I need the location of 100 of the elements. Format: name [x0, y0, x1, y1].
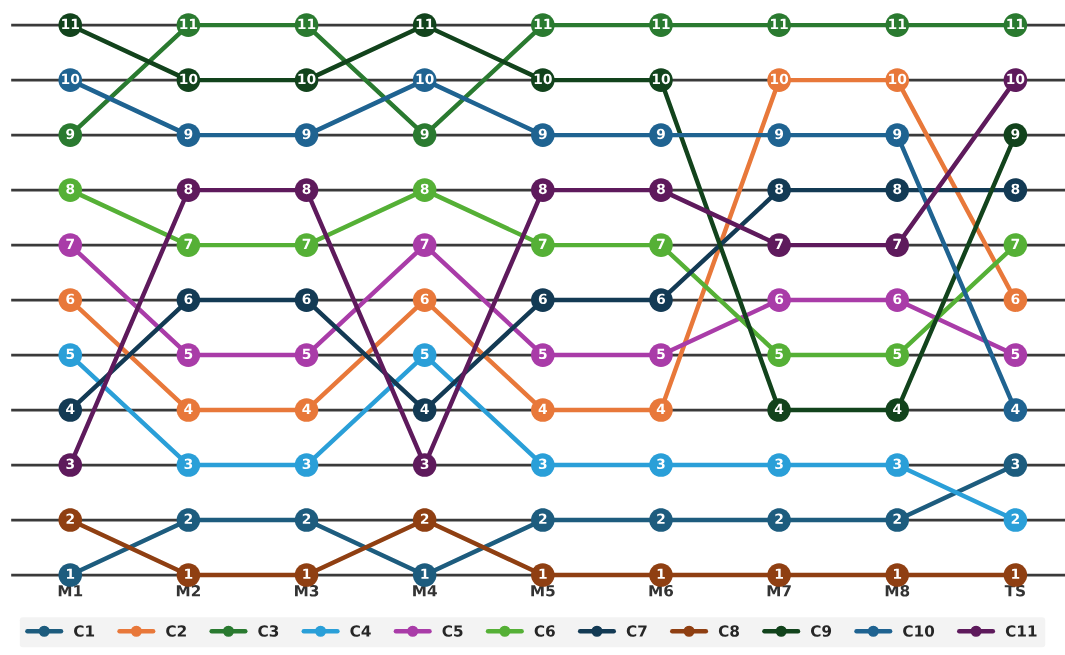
data-label: 5	[184, 348, 193, 360]
data-label: 11	[62, 18, 79, 29]
data-label: 10	[62, 73, 80, 85]
legend-label: C11	[1005, 625, 1037, 637]
data-label: 6	[656, 293, 666, 305]
data-label: 3	[1011, 458, 1020, 470]
legend-label: C1	[74, 625, 95, 637]
data-label: 2	[1011, 513, 1020, 524]
data-label: 9	[184, 128, 193, 140]
legend-label: C4	[350, 625, 371, 637]
data-label: 11	[771, 18, 788, 29]
data-label: 5	[657, 348, 665, 360]
data-label: 1	[421, 568, 429, 579]
data-label: 11	[298, 18, 316, 29]
data-label: 6	[66, 293, 75, 305]
data-label: 7	[66, 238, 74, 249]
x-tick-label: M8	[885, 584, 910, 597]
data-label: 2	[302, 513, 311, 524]
data-label: 3	[538, 458, 547, 470]
data-label: 8	[775, 183, 784, 195]
data-label: 5	[539, 348, 547, 360]
x-tick-label: M4	[413, 585, 437, 597]
data-label: 2	[775, 513, 783, 524]
legend-label: C5	[442, 625, 463, 637]
data-label: 1	[539, 568, 547, 579]
data-label: 4	[656, 403, 666, 414]
legend-label: C3	[258, 625, 279, 637]
data-label: 8	[420, 183, 429, 195]
x-tick-label: M7	[767, 585, 791, 597]
data-label: 10	[298, 73, 316, 85]
data-label: 2	[184, 513, 193, 524]
data-label: 6	[538, 293, 547, 305]
data-label: 4	[66, 403, 75, 414]
x-tick-label: M2	[176, 584, 200, 597]
data-label: 1	[775, 568, 783, 579]
x-tick-label: M3	[295, 584, 319, 597]
data-label: 10	[180, 73, 198, 85]
data-label: 5	[893, 348, 902, 360]
x-tick-label: M6	[649, 584, 674, 597]
legend-label: C8	[718, 625, 739, 637]
data-label: 1	[1012, 568, 1020, 579]
data-label: 11	[534, 18, 552, 29]
data-label: 8	[893, 183, 902, 195]
data-label: 3	[893, 458, 901, 470]
data-label: 7	[657, 238, 665, 249]
data-label: 5	[302, 348, 311, 360]
data-label: 8	[656, 183, 665, 195]
data-label: 7	[893, 238, 901, 249]
data-label: 10	[1007, 73, 1025, 85]
data-label: 10	[652, 73, 670, 85]
data-label: 3	[66, 458, 74, 470]
data-label: 1	[893, 568, 902, 579]
data-label: 11	[889, 18, 906, 29]
data-label: 2	[539, 513, 547, 524]
x-tick-label: M1	[58, 585, 83, 597]
legend-label: C2	[166, 625, 186, 637]
data-label: 8	[302, 183, 311, 195]
data-label: 2	[66, 513, 74, 524]
data-label: 5	[775, 348, 783, 360]
data-label: 9	[656, 128, 665, 140]
data-label: 3	[657, 458, 665, 470]
data-label: 9	[420, 128, 429, 140]
legend-label: C10	[903, 625, 935, 637]
data-label: 10	[534, 73, 552, 85]
data-label: 1	[303, 568, 311, 579]
legend-label: C6	[534, 625, 555, 637]
data-label: 7	[184, 238, 193, 249]
data-label: 9	[66, 128, 75, 140]
data-label: 8	[1011, 183, 1020, 195]
data-label: 2	[657, 513, 665, 524]
data-label: 8	[184, 183, 193, 195]
data-label: 3	[420, 458, 429, 470]
data-label: 2	[893, 513, 901, 524]
data-label: 7	[775, 238, 783, 249]
data-label: 4	[893, 403, 902, 414]
data-label: 4	[774, 403, 784, 414]
data-label: 2	[420, 513, 429, 524]
data-label: 10	[889, 73, 907, 85]
data-label: 8	[66, 183, 75, 195]
x-tick-label: M5	[531, 585, 555, 597]
data-label: 5	[66, 348, 75, 360]
data-label: 9	[302, 128, 311, 140]
legend-label: C7	[626, 625, 647, 637]
data-label: 1	[657, 568, 665, 579]
data-label: 6	[184, 293, 193, 305]
data-label: 4	[538, 403, 548, 414]
data-label: 11	[180, 18, 198, 29]
data-label: 7	[1011, 238, 1020, 249]
data-label: 7	[420, 238, 429, 249]
data-label: 9	[893, 128, 902, 140]
data-label: 4	[1011, 403, 1020, 414]
data-label: 9	[1011, 128, 1020, 140]
data-label: 10	[416, 73, 434, 85]
data-label: 5	[420, 348, 429, 360]
data-label: 1	[66, 568, 75, 579]
data-label: 10	[771, 73, 789, 85]
data-label: 5	[1011, 348, 1020, 360]
legend-label: C9	[810, 625, 832, 637]
data-label: 6	[302, 293, 311, 305]
data-label: 11	[652, 18, 670, 29]
